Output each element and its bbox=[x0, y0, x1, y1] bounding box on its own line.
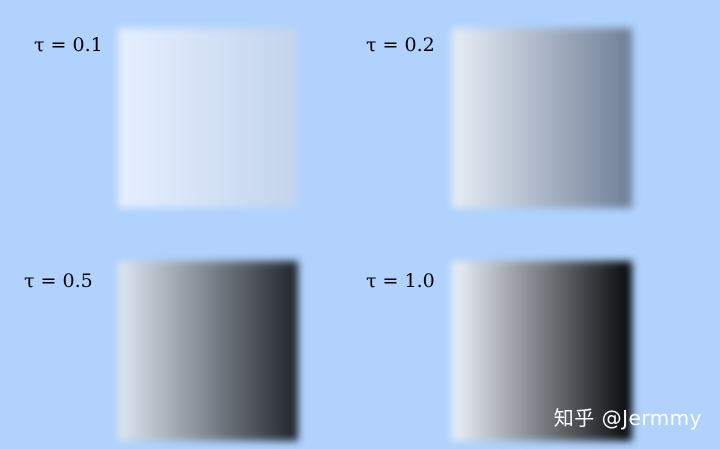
gradient-square-tau-0.1 bbox=[118, 28, 298, 208]
gradient-fill bbox=[118, 261, 298, 441]
gradient-fill bbox=[118, 28, 298, 208]
tau-symbol: τ = 0.5 bbox=[24, 270, 93, 292]
gradient-fill bbox=[452, 28, 632, 208]
watermark-text: 知乎 @Jermmy bbox=[553, 406, 702, 430]
tau-symbol: τ = 0.2 bbox=[366, 34, 435, 56]
panel-label-tau-0.1: τ = 0.1 bbox=[34, 34, 103, 56]
gradient-square-tau-0.2 bbox=[452, 28, 632, 208]
panel-label-tau-1.0: τ = 1.0 bbox=[366, 270, 435, 292]
gradient-square-tau-1.0 bbox=[452, 261, 632, 441]
panel-label-tau-0.2: τ = 0.2 bbox=[366, 34, 435, 56]
gradient-square-tau-0.5 bbox=[118, 261, 298, 441]
gradient-fill bbox=[452, 261, 632, 441]
panel-label-tau-0.5: τ = 0.5 bbox=[24, 270, 93, 292]
tau-symbol: τ = 1.0 bbox=[366, 270, 435, 292]
tau-symbol: τ = 0.1 bbox=[34, 34, 103, 56]
